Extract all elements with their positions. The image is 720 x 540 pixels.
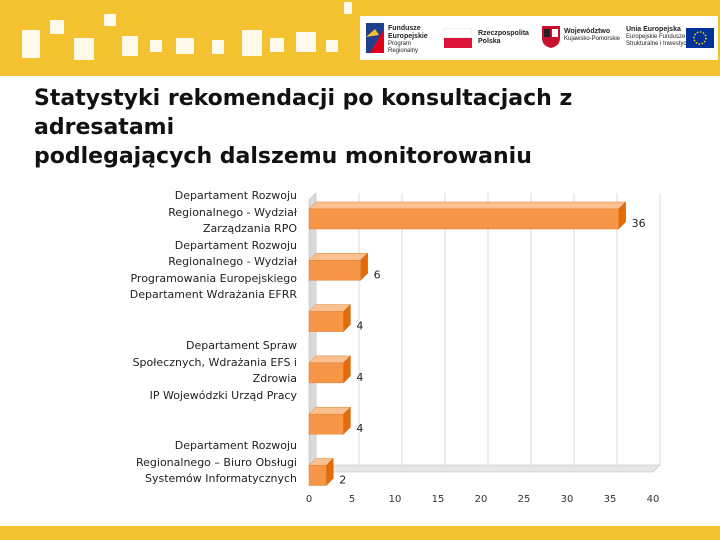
x-tick-label: 15 bbox=[432, 494, 445, 505]
category-label: Departament Spraw bbox=[185, 339, 297, 352]
data-label: 4 bbox=[356, 422, 363, 435]
fundusze-europejskie-logo: Fundusze Europejskie Program Regionalny bbox=[364, 16, 432, 60]
rzeczpospolita-polska-logo: Rzeczpospolita Polska bbox=[444, 16, 530, 60]
bar bbox=[308, 465, 327, 486]
x-tick-label: 40 bbox=[647, 494, 660, 505]
fe-line1: Fundusze bbox=[388, 25, 421, 32]
data-label: 4 bbox=[356, 371, 363, 384]
rp-line2: Polska bbox=[478, 38, 501, 45]
bar bbox=[308, 208, 619, 230]
banner-decoration bbox=[344, 2, 352, 14]
x-tick-label: 25 bbox=[518, 494, 531, 505]
category-label: Departament Rozwoju bbox=[174, 189, 297, 202]
banner-decoration bbox=[74, 38, 94, 60]
bar bbox=[308, 362, 344, 384]
banner-decoration bbox=[212, 40, 224, 54]
x-tick-label: 35 bbox=[604, 494, 617, 505]
bar bbox=[308, 311, 344, 332]
x-tick-label: 5 bbox=[349, 494, 355, 505]
ue-line3: Strukturalne i Inwestycyjne bbox=[626, 41, 698, 47]
footer-band bbox=[0, 526, 720, 540]
ue-line1: Unia Europejska bbox=[626, 26, 681, 33]
woj-line1: Województwo bbox=[564, 28, 611, 35]
category-label: Systemów Informatycznych bbox=[145, 472, 297, 485]
banner-decoration bbox=[176, 38, 194, 54]
banner-decoration bbox=[50, 20, 64, 34]
category-label: Regionalnego - Wydział bbox=[168, 205, 297, 219]
category-label: Programowania Europejskiego bbox=[130, 271, 297, 285]
bar bbox=[308, 413, 344, 435]
x-tick-label: 30 bbox=[561, 494, 574, 505]
banner-decoration bbox=[270, 38, 284, 52]
category-label: Regionalnego – Biuro Obsługi bbox=[136, 455, 297, 469]
data-label: 2 bbox=[339, 474, 346, 487]
fe-emblem-icon bbox=[366, 23, 384, 53]
fe-line2: Europejskie bbox=[388, 33, 428, 40]
category-label: IP Wojewódzki Urząd Pracy bbox=[149, 388, 297, 402]
page-title: Statystyki rekomendacji po konsultacjach… bbox=[34, 84, 694, 171]
data-label: 36 bbox=[632, 217, 646, 230]
category-label: Zdrowia bbox=[252, 372, 297, 385]
title-line-2: podlegających dalszemu monitorowaniu bbox=[34, 144, 532, 169]
category-label: Departament Rozwoju bbox=[174, 439, 297, 452]
fe-line3: Program Regionalny bbox=[388, 41, 419, 54]
woj-line2: Kujawsko-Pomorskie bbox=[564, 36, 621, 42]
eu-flag-icon bbox=[686, 28, 714, 48]
category-label-group: Departament Rozwoju Regionalnego - Wydzia… bbox=[97, 188, 297, 304]
chart-floor bbox=[308, 464, 661, 473]
ue-line2: Europejskie Fundusze bbox=[626, 34, 686, 40]
title-line-1: Statystyki rekomendacji po konsultacjach… bbox=[34, 86, 573, 140]
banner-decoration bbox=[242, 30, 262, 56]
banner-decoration bbox=[296, 32, 316, 52]
data-label: 4 bbox=[356, 320, 363, 333]
category-label-group: Departament Spraw Społecznych, Wdrażania … bbox=[97, 338, 297, 404]
category-label: Społecznych, Wdrażania EFS i bbox=[132, 355, 297, 369]
rp-line1: Rzeczpospolita bbox=[478, 30, 529, 37]
banner-decoration bbox=[122, 36, 138, 56]
logo-strip: Fundusze Europejskie Program Regionalny … bbox=[360, 16, 718, 60]
category-label: Zarządzania RPO bbox=[202, 222, 297, 235]
x-tick-label: 0 bbox=[306, 494, 312, 505]
x-tick-label: 10 bbox=[389, 494, 402, 505]
banner-decoration bbox=[104, 14, 116, 26]
category-label: Departament Wdrażania EFRR bbox=[129, 288, 297, 301]
x-tick-label: 20 bbox=[475, 494, 488, 505]
bar-top-face bbox=[308, 253, 369, 261]
data-label: 6 bbox=[374, 268, 381, 281]
unia-europejska-logo: Unia Europejska Europejskie Fundusze Str… bbox=[624, 16, 716, 60]
bar-top-face bbox=[308, 201, 627, 210]
banner-decoration bbox=[150, 40, 162, 52]
bar bbox=[308, 260, 361, 281]
category-label: Departament Rozwoju bbox=[174, 238, 297, 252]
coat-of-arms-icon bbox=[542, 26, 560, 48]
wojewodztwo-logo: Województwo Kujawsko-Pomorskie bbox=[540, 16, 622, 60]
category-label: Regionalnego - Wydział bbox=[168, 255, 297, 268]
polish-flag-icon bbox=[444, 28, 472, 48]
banner-decoration bbox=[22, 30, 40, 58]
banner-decoration bbox=[326, 40, 338, 52]
category-label-group: Departament Rozwoju Regionalnego – Biuro … bbox=[97, 438, 297, 488]
